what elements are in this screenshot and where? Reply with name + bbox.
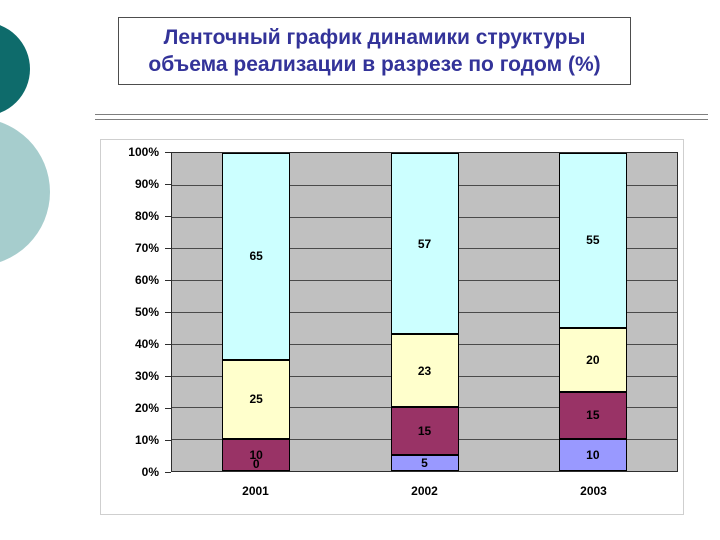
y-axis-tick-label: 10% [134,433,159,447]
y-axis-tick-label: 80% [134,209,159,223]
y-axis-tick-mark [165,184,171,185]
data-label-series-2-plum-2001: 10 [249,448,263,463]
segment-series-4-light-cyan-2001 [222,153,291,360]
y-axis-tick-label: 100% [128,145,159,159]
data-label-series-3-ivory-2003: 20 [586,352,600,367]
stacked-bar-2003: 10 15 20 55 [558,153,627,471]
y-axis-tick-mark [165,312,171,313]
segment-series-4-light-cyan-2002 [390,153,459,335]
y-axis-tick-mark [165,248,171,249]
stacked-bar-2002: 5 15 23 57 [390,153,459,471]
segment-series-2-plum-2001 [222,439,291,471]
decorative-circle-dark [0,22,30,116]
data-label-series-4-light-cyan-2001: 65 [249,249,263,264]
segment-series-3-ivory-2001 [222,359,291,440]
data-label-series-3-ivory-2001: 25 [249,392,263,407]
y-axis-tick-label: 70% [134,241,159,255]
data-label-series-1-periwinkle-2003: 10 [586,448,600,463]
slide-title-box: Ленточный график динамики структуры объе… [118,17,631,85]
y-axis-tick-label: 30% [134,369,159,383]
y-axis-tick-label: 40% [134,337,159,351]
x-axis-tick-label-2002: 2002 [411,484,438,498]
y-axis-tick-mark [165,376,171,377]
segment-series-4-light-cyan-2003 [558,153,627,328]
data-label-series-4-light-cyan-2002: 57 [417,236,432,251]
y-axis-tick-label: 0% [141,465,159,479]
y-axis-tick-mark [165,152,171,153]
segment-series-3-ivory-2002 [390,334,459,408]
y-axis-tick-mark [165,408,171,409]
data-label-series-2-plum-2003: 15 [586,408,600,423]
y-axis-tick-mark [165,440,171,441]
stacked-bar-2001: 0 10 25 65 [222,153,291,471]
x-axis-tick-label-2003: 2003 [580,484,607,498]
y-axis-tick-mark [165,472,171,473]
data-label-series-1-periwinkle-2002: 5 [421,456,428,471]
y-axis-tick-label: 90% [134,177,159,191]
title-divider-rule [95,114,708,120]
y-axis-tick-label: 60% [134,273,159,287]
segment-series-3-ivory-2003 [558,327,627,392]
y-axis: 100% 90% 80% 70% 60% 50% 40% 30% 20% 10% 0% [101,145,171,479]
segment-series-1-periwinkle-2002 [390,455,459,471]
segment-series-1-periwinkle-2003 [558,439,627,471]
stacked-bar-chart: 100% 90% 80% 70% 60% 50% 40% 30% 20% 10% 0% 0 10 25 6… [100,139,684,515]
y-axis-tick-label: 50% [134,305,159,319]
slide-title-line-2: объема реализации в разрезе по годом (%) [148,53,601,76]
data-label-series-3-ivory-2002: 23 [417,363,432,378]
y-axis-tick-mark [165,216,171,217]
slide-title-line-1: Ленточный график динамики структуры [163,25,586,49]
segment-series-2-plum-2002 [390,407,459,456]
data-label-series-1-periwinkle-2001: 0 [252,457,260,471]
plot-area: 0 10 25 65 5 15 23 57 10 15 20 55 [171,152,678,472]
y-axis-tick-label: 20% [134,401,159,415]
x-axis-tick-label-2001: 2001 [242,484,269,498]
data-label-series-2-plum-2002: 15 [417,424,432,439]
y-axis-tick-mark [165,280,171,281]
segment-series-2-plum-2003 [558,391,627,440]
x-axis: 2001 2002 2003 [171,474,678,506]
data-label-series-4-light-cyan-2003: 55 [586,233,600,248]
decorative-circle-pale [0,118,50,266]
y-axis-tick-mark [165,344,171,345]
